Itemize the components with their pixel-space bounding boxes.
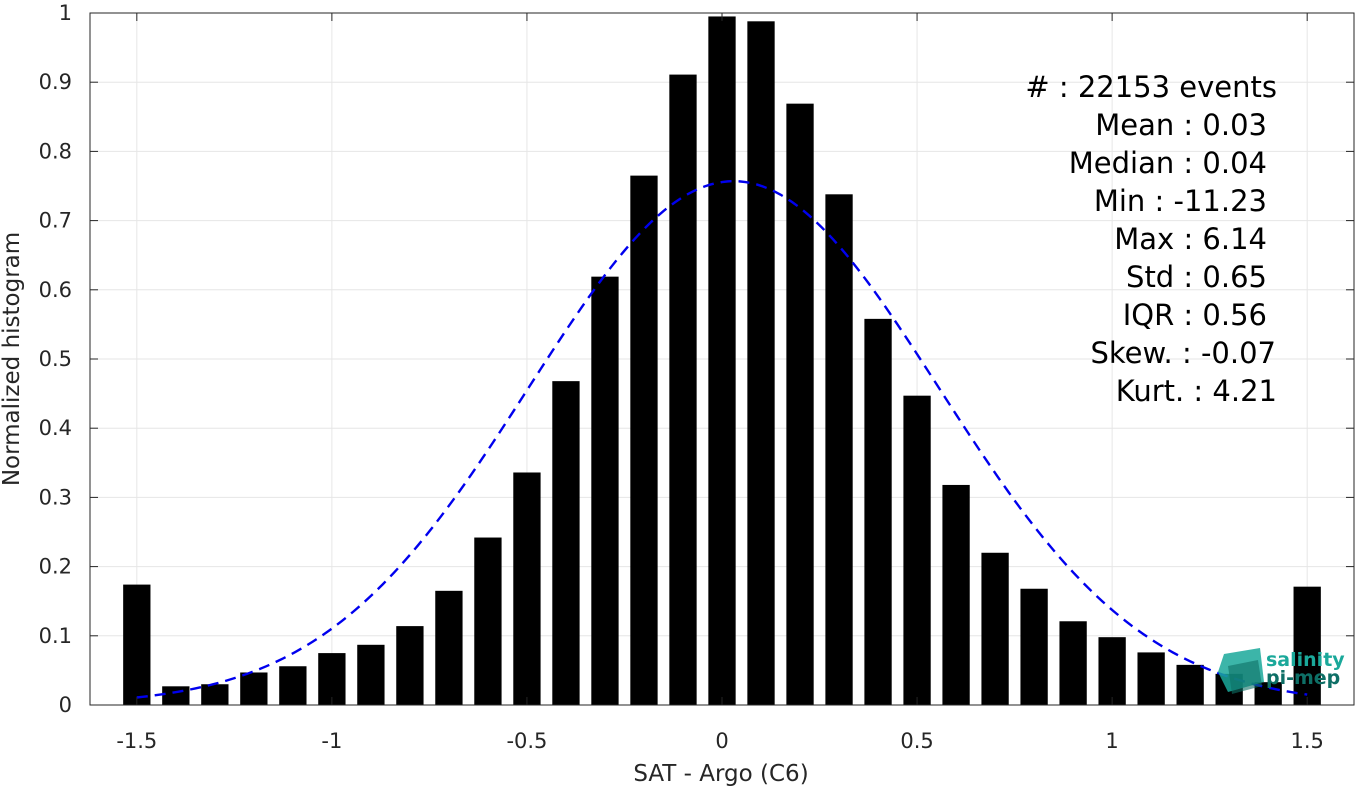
histogram-bar — [162, 686, 190, 705]
x-tick-label: 0.5 — [900, 729, 933, 753]
gaussian-fit-curve — [136, 179, 1308, 699]
stat-line: Min : -11.23 — [1094, 184, 1267, 218]
y-tick-label: 0 — [59, 693, 72, 717]
y-tick-label: 0.6 — [39, 278, 72, 302]
histogram-bar — [123, 584, 151, 705]
y-tick-label: 0.2 — [39, 555, 72, 579]
stat-line: Max : 6.14 — [1114, 222, 1267, 256]
histogram-bar — [318, 653, 346, 705]
histogram-bar — [279, 666, 307, 705]
histogram-bar — [1020, 588, 1048, 705]
histogram-bar — [786, 103, 814, 706]
histogram-bar — [591, 276, 619, 705]
logo-mark-shade-icon — [1228, 660, 1262, 694]
y-tick-label: 0.7 — [39, 209, 72, 233]
histogram-bar — [1098, 637, 1126, 705]
x-tick-labels: -1.5 -1 -0.5 0 0.5 1 1.5 — [116, 729, 1324, 753]
logo-text-salinity: salinity — [1266, 649, 1345, 671]
salinity-pi-mep-logo: salinity pi-mep — [1218, 648, 1345, 694]
x-axis-label: SAT - Argo (C6) — [633, 761, 808, 787]
stat-line: # : 22153 events — [1025, 70, 1277, 104]
logo-text-pi-mep: pi-mep — [1266, 667, 1340, 689]
histogram-bar — [1137, 652, 1165, 705]
histogram-bar — [201, 684, 229, 705]
histogram-bar — [942, 484, 970, 705]
histogram-bar — [1293, 586, 1321, 705]
stat-line: IQR : 0.56 — [1123, 298, 1267, 332]
y-tick-label: 0.4 — [39, 416, 72, 440]
y-tick-label: 0.3 — [39, 485, 72, 509]
stat-line: Kurt. : 4.21 — [1116, 374, 1277, 408]
x-tick-label: -1.5 — [116, 729, 157, 753]
histogram-bar — [1176, 664, 1204, 705]
y-tick-label: 0.5 — [39, 347, 72, 371]
stat-line: Mean : 0.03 — [1095, 108, 1267, 142]
x-tick-label: 1.5 — [1290, 729, 1323, 753]
y-tick-label: 0.8 — [39, 139, 72, 163]
histogram-bar — [1059, 621, 1087, 705]
histogram-bar — [708, 16, 736, 705]
y-axis-label: Normalized histogram — [0, 232, 25, 486]
stat-line: Std : 0.65 — [1126, 260, 1267, 294]
x-tick-label: -1 — [321, 729, 342, 753]
y-tick-label: 0.9 — [39, 70, 72, 94]
x-tick-label: 0 — [715, 729, 728, 753]
histogram-bar — [747, 21, 775, 705]
histogram-bar — [435, 590, 463, 705]
histogram-bar — [981, 552, 1009, 705]
histogram-bar — [552, 381, 580, 705]
stat-line: Skew. : -0.07 — [1090, 336, 1276, 370]
y-tick-labels: 0 0.1 0.2 0.3 0.4 0.5 0.6 0.7 0.8 0.9 1 — [39, 1, 72, 717]
x-tick-label: 1 — [1105, 729, 1118, 753]
histogram-bar — [864, 318, 892, 705]
stat-line: Median : 0.04 — [1069, 146, 1267, 180]
x-tick-label: -0.5 — [506, 729, 547, 753]
histogram-bar — [240, 672, 268, 705]
histogram-bar — [630, 175, 658, 705]
histogram-bar — [474, 537, 502, 705]
histogram-bar — [357, 644, 385, 705]
axis-ticks — [90, 12, 1354, 706]
histogram-bars — [123, 16, 1321, 706]
y-tick-label: 1 — [59, 1, 72, 25]
histogram-bar — [513, 472, 541, 705]
histogram-bar — [903, 395, 931, 705]
histogram-bar — [669, 74, 697, 705]
y-tick-label: 0.1 — [39, 624, 72, 648]
histogram-bar — [825, 194, 853, 705]
statistics-box: # : 22153 events Mean : 0.03 Median : 0.04… — [1025, 70, 1277, 408]
histogram-bar — [396, 626, 424, 705]
